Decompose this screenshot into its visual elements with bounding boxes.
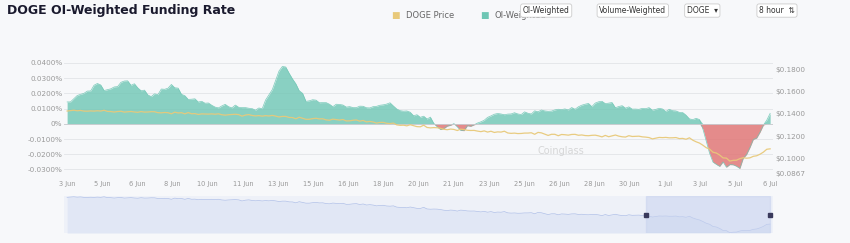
Text: DOGE OI-Weighted Funding Rate: DOGE OI-Weighted Funding Rate — [7, 4, 235, 17]
Bar — [646, 196, 770, 233]
Text: Volume-Weighted: Volume-Weighted — [599, 6, 666, 15]
Text: OI-Weighted: OI-Weighted — [495, 11, 547, 20]
Text: Coinglass: Coinglass — [537, 146, 584, 156]
Text: ■: ■ — [480, 11, 489, 20]
Text: DOGE  ▾: DOGE ▾ — [687, 6, 717, 15]
Text: ■: ■ — [391, 11, 399, 20]
Text: OI-Weighted: OI-Weighted — [523, 6, 570, 15]
Text: DOGE Price: DOGE Price — [406, 11, 455, 20]
Text: 8 hour  ⇅: 8 hour ⇅ — [759, 6, 795, 15]
